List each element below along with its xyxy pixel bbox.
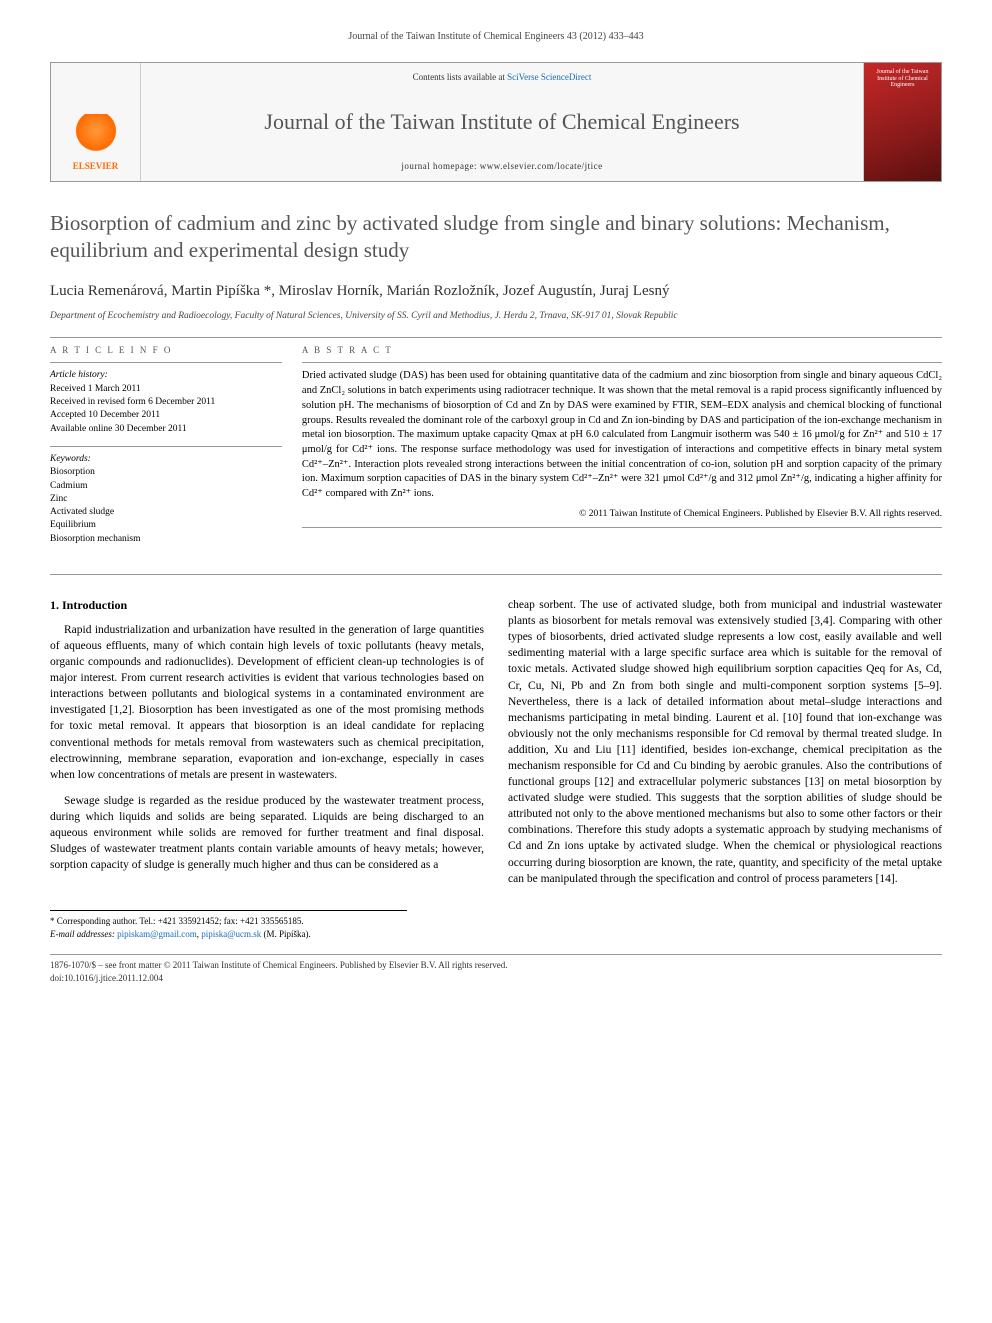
homepage-prefix: journal homepage:: [401, 161, 479, 171]
keywords-heading: Keywords:: [50, 453, 282, 466]
keywords-block: Keywords: Biosorption Cadmium Zinc Activ…: [50, 453, 282, 546]
elsevier-tree-icon: [75, 114, 117, 156]
journal-header: ELSEVIER Contents lists available at Sci…: [50, 62, 942, 182]
history-item: Accepted 10 December 2011: [50, 409, 282, 422]
keyword-item: Cadmium: [50, 480, 282, 493]
body-paragraph: Rapid industrialization and urbanization…: [50, 622, 484, 783]
footnotes: * Corresponding author. Tel.: +421 33592…: [50, 910, 407, 940]
doi-line: doi:10.1016/j.jtice.2011.12.004: [50, 972, 942, 985]
divider: [50, 337, 942, 338]
email-link[interactable]: pipiska@ucm.sk: [201, 929, 261, 939]
journal-homepage-line: journal homepage: www.elsevier.com/locat…: [401, 160, 602, 173]
article-history-heading: Article history:: [50, 369, 282, 382]
keyword-item: Zinc: [50, 493, 282, 506]
journal-cover-thumbnail: Journal of the Taiwan Institute of Chemi…: [863, 63, 941, 181]
elsevier-logo: ELSEVIER: [51, 63, 141, 181]
journal-header-center: Contents lists available at SciVerse Sci…: [141, 63, 863, 181]
issn-line: 1876-1070/$ – see front matter © 2011 Ta…: [50, 959, 942, 972]
journal-title: Journal of the Taiwan Institute of Chemi…: [264, 107, 739, 138]
contents-prefix: Contents lists available at: [413, 72, 507, 82]
homepage-url: www.elsevier.com/locate/jtice: [480, 161, 603, 171]
authors-line: Lucia Remenárová, Martin Pipíška *, Miro…: [50, 281, 942, 302]
corresponding-author-note: * Corresponding author. Tel.: +421 33592…: [50, 915, 407, 928]
keyword-item: Biosorption mechanism: [50, 533, 282, 546]
email-addresses-line: E-mail addresses: pipiskam@gmail.com, pi…: [50, 928, 407, 941]
email-link[interactable]: pipiskam@gmail.com: [117, 929, 197, 939]
abstract-label: A B S T R A C T: [302, 344, 942, 357]
divider: [50, 574, 942, 575]
bottom-copyright-block: 1876-1070/$ – see front matter © 2011 Ta…: [50, 954, 942, 984]
body-paragraph: Sewage sludge is regarded as the residue…: [50, 793, 484, 873]
divider: [50, 362, 282, 363]
elsevier-label: ELSEVIER: [73, 160, 119, 173]
affiliation: Department of Ecochemistry and Radioecol…: [50, 310, 942, 323]
section-heading-introduction: 1. Introduction: [50, 597, 484, 614]
email-suffix: (M. Pipíška).: [261, 929, 311, 939]
body-two-column: 1. Introduction Rapid industrialization …: [50, 597, 942, 890]
divider: [302, 527, 942, 528]
article-info-column: A R T I C L E I N F O Article history: R…: [50, 344, 282, 556]
sciencedirect-link[interactable]: SciVerse ScienceDirect: [507, 72, 591, 82]
abstract-text: Dried activated sludge (DAS) has been us…: [302, 369, 942, 501]
abstract-copyright: © 2011 Taiwan Institute of Chemical Engi…: [302, 508, 942, 521]
divider: [302, 362, 942, 363]
divider: [50, 446, 282, 447]
body-paragraph: cheap sorbent. The use of activated slud…: [508, 597, 942, 887]
history-item: Available online 30 December 2011: [50, 423, 282, 436]
keyword-item: Equilibrium: [50, 519, 282, 532]
info-abstract-row: A R T I C L E I N F O Article history: R…: [50, 344, 942, 556]
article-title: Biosorption of cadmium and zinc by activ…: [50, 210, 942, 265]
cover-thumb-text: Journal of the Taiwan Institute of Chemi…: [868, 69, 937, 89]
keyword-item: Biosorption: [50, 466, 282, 479]
email-label: E-mail addresses:: [50, 929, 117, 939]
history-item: Received 1 March 2011: [50, 383, 282, 396]
running-header: Journal of the Taiwan Institute of Chemi…: [50, 30, 942, 44]
keyword-item: Activated sludge: [50, 506, 282, 519]
history-item: Received in revised form 6 December 2011: [50, 396, 282, 409]
abstract-column: A B S T R A C T Dried activated sludge (…: [302, 344, 942, 556]
article-history-block: Article history: Received 1 March 2011 R…: [50, 369, 282, 435]
contents-lists-line: Contents lists available at SciVerse Sci…: [413, 71, 592, 84]
article-info-label: A R T I C L E I N F O: [50, 344, 282, 357]
